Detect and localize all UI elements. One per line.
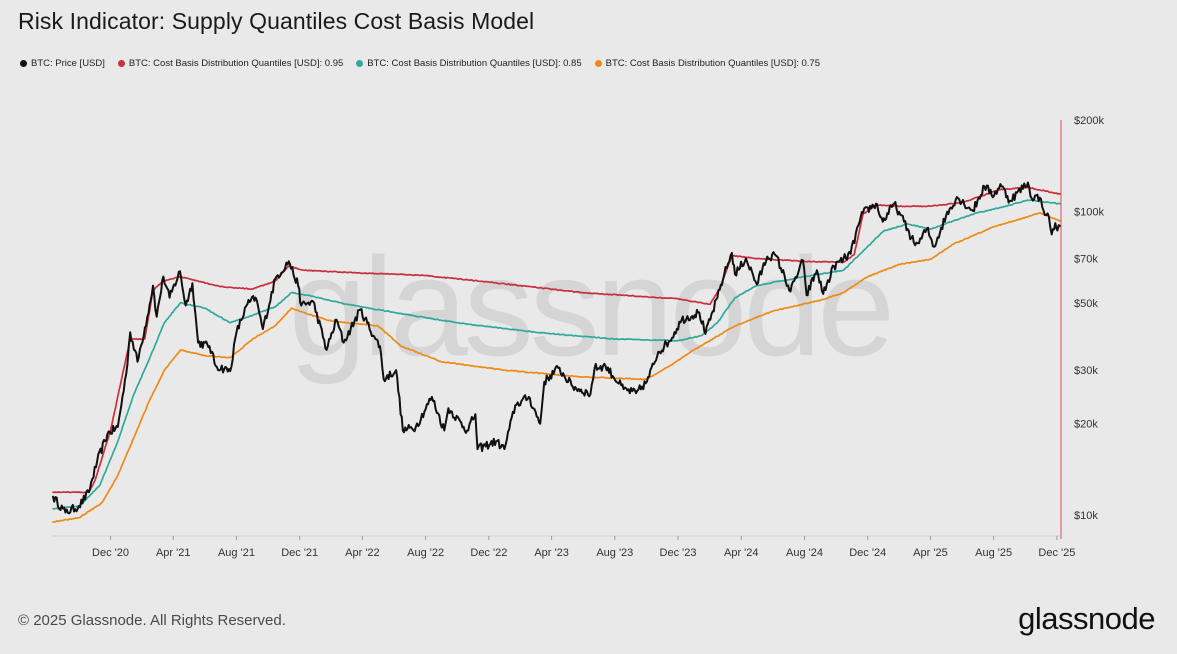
x-tick-label: Dec '21 <box>281 547 318 559</box>
chart-title: Risk Indicator: Supply Quantiles Cost Ba… <box>18 8 535 34</box>
series-line-q75[interactable] <box>52 211 1061 523</box>
legend-label-q95: BTC: Cost Basis Distribution Quantiles [… <box>128 58 344 69</box>
x-tick-label: Dec '22 <box>470 547 507 559</box>
y-tick-label: $20k <box>1074 419 1098 431</box>
x-tick-label: Dec '25 <box>1038 547 1075 559</box>
y-tick-label: $100k <box>1074 206 1104 218</box>
legend-marker-price <box>20 60 27 67</box>
x-tick-label: Aug '21 <box>218 547 255 559</box>
y-tick-label: $50k <box>1074 298 1098 310</box>
legend-label-q85: BTC: Cost Basis Distribution Quantiles [… <box>367 58 582 69</box>
x-tick-label: Apr '24 <box>724 547 759 559</box>
y-tick-label: $10k <box>1074 510 1098 522</box>
legend-item-q85[interactable]: BTC: Cost Basis Distribution Quantiles [… <box>356 58 582 69</box>
legend-label-q75: BTC: Cost Basis Distribution Quantiles [… <box>605 58 820 69</box>
x-tick-label: Aug '24 <box>786 547 823 559</box>
x-tick-label: Dec '20 <box>92 547 129 559</box>
series-layer <box>52 181 1061 523</box>
legend-marker-q75 <box>594 60 602 67</box>
y-tick-label: $70k <box>1074 253 1098 265</box>
x-tick-label: Aug '23 <box>596 547 633 559</box>
chart-legend: BTC: Price [USD] BTC: Cost Basis Distrib… <box>20 58 820 69</box>
legend-item-q95[interactable]: BTC: Cost Basis Distribution Quantiles [… <box>117 58 344 69</box>
x-tick-label: Dec '24 <box>849 547 886 559</box>
legend-item-price[interactable]: BTC: Price [USD] <box>20 58 105 69</box>
y-tick-label: $30k <box>1074 365 1098 377</box>
x-tick-label: Apr '23 <box>534 547 569 559</box>
x-tick-label: Aug '22 <box>407 547 444 559</box>
y-tick-label: $200k <box>1074 115 1104 127</box>
legend-item-q75[interactable]: BTC: Cost Basis Distribution Quantiles [… <box>594 58 820 69</box>
x-tick-label: Aug '25 <box>975 547 1012 559</box>
legend-marker-q95 <box>117 60 125 67</box>
axis-layer: $10k $20k $30k $50k $70k $100k $200k Dec '20 Apr… <box>53 115 1104 559</box>
x-tick-label: Apr '21 <box>156 547 191 559</box>
x-tick-label: Apr '22 <box>345 547 380 559</box>
legend-marker-q85 <box>356 60 364 67</box>
x-tick-label: Apr '25 <box>913 547 948 559</box>
series-line-q85[interactable] <box>52 199 1061 510</box>
x-tick-label: Dec '23 <box>660 547 697 559</box>
copyright-text: © 2025 Glassnode. All Rights Reserved. <box>18 612 286 629</box>
watermark-text: glassnode <box>289 228 891 385</box>
legend-label-price: BTC: Price [USD] <box>31 58 105 69</box>
brand-logo: glassnode <box>1018 601 1155 636</box>
series-line-price[interactable] <box>52 181 1061 515</box>
